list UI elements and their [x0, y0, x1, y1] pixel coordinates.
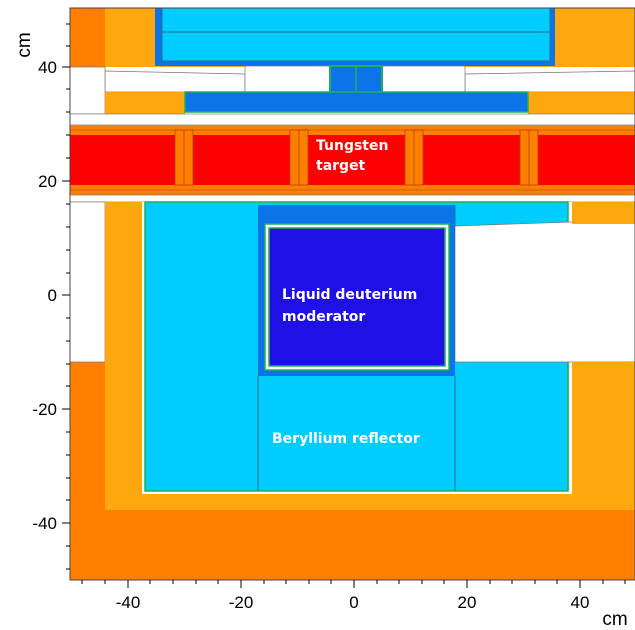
x-axis-ticks: [81, 580, 626, 588]
separator-mid-lines: [183, 130, 530, 185]
x-tick-label-minus-40: -40: [116, 593, 141, 612]
target-white-gap-top: [69, 113, 635, 126]
x-axis-unit: cm: [602, 609, 627, 630]
label-beryllium-reflector: Beryllium reflector: [272, 431, 420, 447]
label-moderator-line1: Liquid deuterium: [282, 287, 417, 303]
x-tick-label-0: 0: [349, 593, 358, 612]
label-tungsten-target-line2: target: [316, 158, 366, 174]
label-moderator-line2: moderator: [282, 309, 365, 325]
target-white-gap-bottom: [69, 194, 635, 203]
extraction-opening: [454, 221, 635, 363]
lower-orange-wedge-right: [528, 92, 635, 114]
liquid-deuterium-moderator: [268, 227, 446, 367]
top-orange-right: [560, 8, 635, 67]
top-orange-left: [70, 8, 105, 67]
channel-center-left: [244, 65, 331, 93]
right-orange-post: [572, 202, 635, 224]
y-tick-label-20: 20: [38, 172, 57, 191]
x-tick-label-minus-20: -20: [229, 593, 254, 612]
tungsten-target: [70, 135, 635, 185]
x-tick-label-20: 20: [458, 593, 477, 612]
plot-frame: [69, 7, 635, 581]
upper-blue-box: [161, 7, 551, 62]
y-tick-label-40: 40: [38, 58, 57, 77]
y-tick-label-0: 0: [48, 286, 57, 305]
right-dark-orange: [572, 510, 635, 580]
lower-orange-wedge-left: [105, 92, 185, 114]
channel-white-left: [69, 66, 106, 115]
right-orange-lower: [572, 362, 635, 510]
label-tungsten-target-line1: Tungsten: [316, 138, 388, 154]
y-tick-label-minus-20: -20: [32, 400, 57, 419]
channel-opening-right: [464, 70, 635, 93]
x-tick-label-40: 40: [571, 593, 590, 612]
y-tick-label-minus-40: -40: [32, 514, 57, 533]
lower-blue-wedge: [184, 91, 529, 113]
channel-opening: [104, 70, 246, 93]
left-white-block: [69, 201, 106, 363]
channel-center-right: [381, 65, 466, 93]
y-axis-ticks: [62, 23, 70, 570]
y-axis-unit: cm: [14, 32, 35, 57]
